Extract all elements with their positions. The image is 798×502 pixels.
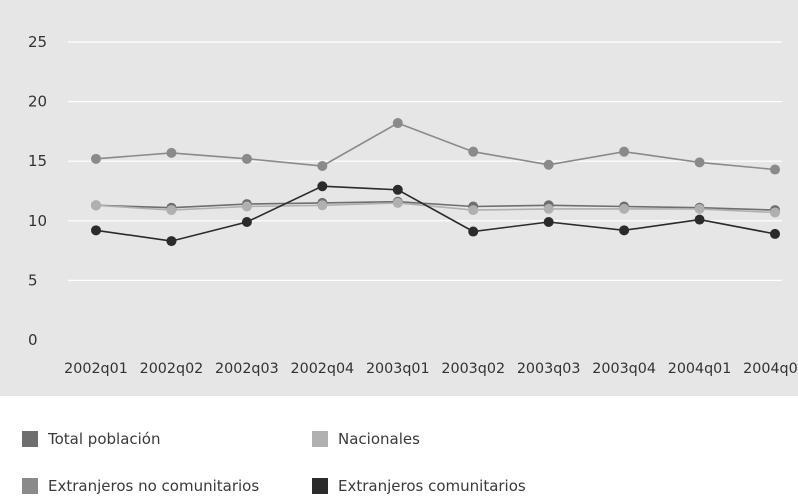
y-tick-label: 10 (28, 212, 47, 230)
data-point (241, 201, 252, 212)
data-point (543, 216, 554, 227)
x-tick-label: 2003q04 (592, 361, 656, 377)
data-point (694, 214, 705, 225)
data-point (468, 146, 479, 157)
legend-swatch (22, 431, 38, 447)
legend-item-extranjeros-no-comunitarios: Extranjeros no comunitarios (22, 477, 259, 495)
legend-item-nacionales: Nacionales (312, 430, 420, 448)
x-tick-label: 2002q01 (64, 361, 128, 377)
data-point (166, 236, 177, 247)
legend-item-extranjeros-comunitarios: Extranjeros comunitarios (312, 477, 526, 495)
data-point (91, 225, 101, 236)
y-tick-label: 5 (28, 271, 38, 289)
y-tick-label: 25 (28, 33, 47, 51)
x-tick-label: 2002q03 (215, 361, 279, 377)
data-point (770, 228, 780, 239)
data-point (619, 225, 630, 236)
x-tick-label: 2004q01 (668, 361, 732, 377)
data-point (91, 153, 101, 164)
data-point (694, 203, 705, 214)
legend-swatch (312, 431, 328, 447)
data-point (392, 197, 403, 208)
legend-label: Total población (48, 430, 161, 448)
y-tick-label: 20 (28, 93, 47, 111)
y-tick-label: 0 (28, 331, 38, 349)
legend: Total población Nacionales Extranjeros n… (0, 420, 798, 502)
x-tick-label: 2003q02 (441, 361, 505, 377)
series-points (91, 118, 780, 247)
data-point (241, 153, 252, 164)
data-point (619, 146, 630, 157)
legend-label: Nacionales (338, 430, 420, 448)
legend-swatch (22, 478, 38, 494)
data-point (468, 226, 479, 237)
series-lines (95, 122, 776, 242)
x-tick-label: 2002q04 (291, 361, 355, 377)
data-point (543, 159, 554, 170)
y-tick-label: 15 (28, 152, 47, 170)
data-point (166, 205, 177, 216)
data-point (317, 160, 328, 171)
data-point (543, 203, 554, 214)
data-point (317, 181, 328, 192)
y-axis-tick-labels: 0 5 10 15 20 25 (28, 33, 47, 349)
data-point (317, 200, 328, 211)
x-tick-label: 2003q01 (366, 361, 430, 377)
data-point (91, 200, 101, 211)
x-tick-label: 2004q02 (743, 361, 798, 377)
series-line (95, 200, 776, 211)
data-point (392, 118, 403, 129)
series-line (95, 122, 776, 171)
data-point (392, 184, 403, 195)
legend-label: Extranjeros comunitarios (338, 477, 526, 495)
data-point (468, 205, 479, 216)
legend-swatch (312, 478, 328, 494)
x-tick-label: 2003q03 (517, 361, 581, 377)
data-point (166, 147, 177, 158)
legend-label: Extranjeros no comunitarios (48, 477, 260, 495)
data-point (241, 216, 252, 227)
series-line (95, 202, 776, 214)
series-line (95, 185, 776, 242)
legend-item-total-poblacion: Total población (22, 430, 160, 448)
x-tick-label: 2002q02 (140, 361, 204, 377)
data-point (619, 203, 630, 214)
data-point (770, 164, 780, 175)
data-point (770, 207, 780, 218)
data-point (694, 157, 705, 168)
gridlines (68, 41, 782, 281)
x-axis-tick-labels: 2002q01 2002q02 2002q03 2002q04 2003q01 2003q… (64, 361, 798, 377)
